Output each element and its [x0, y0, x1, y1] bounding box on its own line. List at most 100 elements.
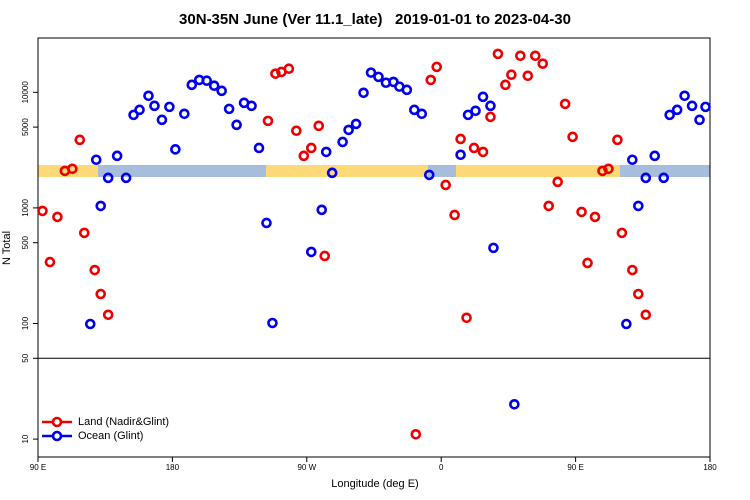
point	[343, 124, 354, 136]
land-strip	[266, 165, 428, 177]
point	[633, 200, 644, 212]
point	[425, 74, 437, 86]
point	[262, 115, 274, 127]
point	[640, 172, 652, 184]
point	[95, 200, 107, 212]
point	[488, 242, 499, 254]
point	[90, 154, 102, 166]
point	[633, 288, 644, 300]
point	[316, 204, 328, 216]
y-tick-label: 10	[21, 434, 30, 443]
point	[492, 48, 504, 60]
point	[423, 169, 435, 181]
y-tick-label: 1000	[21, 198, 30, 216]
point	[337, 136, 348, 148]
point	[102, 172, 114, 184]
point	[671, 104, 683, 116]
point	[179, 108, 190, 120]
point	[246, 100, 257, 112]
point	[552, 176, 563, 188]
x-axis-label: Longitude (deg E)	[331, 478, 418, 490]
y-tick-label: 50	[21, 353, 30, 362]
point	[102, 309, 114, 321]
x-tick-label: 0	[439, 463, 444, 472]
legend: Land (Nadir&Glint) Ocean (Glint)	[42, 416, 169, 442]
point	[658, 172, 670, 184]
point	[462, 109, 474, 121]
point	[649, 150, 661, 162]
y-tick-label: 500	[21, 235, 30, 249]
legend-marker	[51, 416, 63, 428]
y-tick-label: 10000	[21, 81, 30, 104]
point	[358, 87, 369, 99]
point	[509, 398, 520, 410]
point	[84, 318, 96, 330]
point	[627, 154, 638, 166]
point	[612, 134, 623, 146]
point	[455, 149, 466, 161]
point	[640, 309, 652, 321]
point	[461, 312, 472, 324]
point	[128, 109, 139, 121]
point	[78, 227, 90, 239]
point	[95, 288, 107, 300]
point	[455, 133, 466, 145]
point	[477, 146, 489, 158]
x-tick-label: 180	[703, 463, 717, 472]
point	[319, 250, 331, 262]
point	[44, 256, 56, 268]
point	[313, 120, 325, 132]
point	[582, 257, 593, 269]
point	[664, 109, 675, 121]
point	[111, 150, 123, 162]
x-tick-label: 90 E	[30, 463, 46, 472]
point	[298, 150, 310, 162]
legend-label: Ocean (Glint)	[78, 430, 143, 442]
point	[522, 70, 534, 82]
point	[410, 429, 422, 440]
point	[485, 111, 496, 123]
point	[506, 69, 517, 81]
point	[679, 90, 690, 102]
point	[543, 200, 555, 212]
point	[603, 163, 614, 175]
point	[440, 179, 451, 191]
y-tick-label: 100	[21, 316, 30, 330]
chart-title: 30N-35N June (Ver 11.1_late) 2019-01-01 …	[179, 11, 571, 28]
point	[208, 80, 220, 92]
x-tick-label: 90 E	[567, 463, 583, 472]
point	[621, 318, 632, 330]
point	[559, 98, 571, 110]
point	[500, 79, 511, 91]
point	[326, 167, 338, 179]
point	[373, 71, 384, 83]
point	[283, 63, 295, 75]
point	[134, 104, 145, 116]
point	[186, 79, 198, 91]
point	[468, 142, 480, 154]
point	[567, 131, 578, 143]
point	[143, 90, 154, 102]
point	[67, 163, 78, 175]
point	[350, 118, 362, 130]
point	[164, 101, 175, 113]
point	[149, 100, 160, 112]
point	[449, 209, 460, 221]
x-tick-label: 90 W	[297, 463, 316, 472]
point	[120, 172, 132, 184]
point	[627, 264, 638, 276]
point	[201, 75, 213, 87]
point	[231, 119, 242, 131]
point	[291, 125, 302, 137]
point	[485, 100, 496, 112]
point	[529, 50, 541, 62]
point	[477, 91, 489, 103]
point	[576, 206, 587, 218]
point	[700, 101, 711, 113]
y-axis-label: N Total	[1, 231, 13, 265]
point	[305, 246, 317, 258]
point	[365, 67, 377, 78]
y-tick-label: 5000	[21, 118, 30, 136]
